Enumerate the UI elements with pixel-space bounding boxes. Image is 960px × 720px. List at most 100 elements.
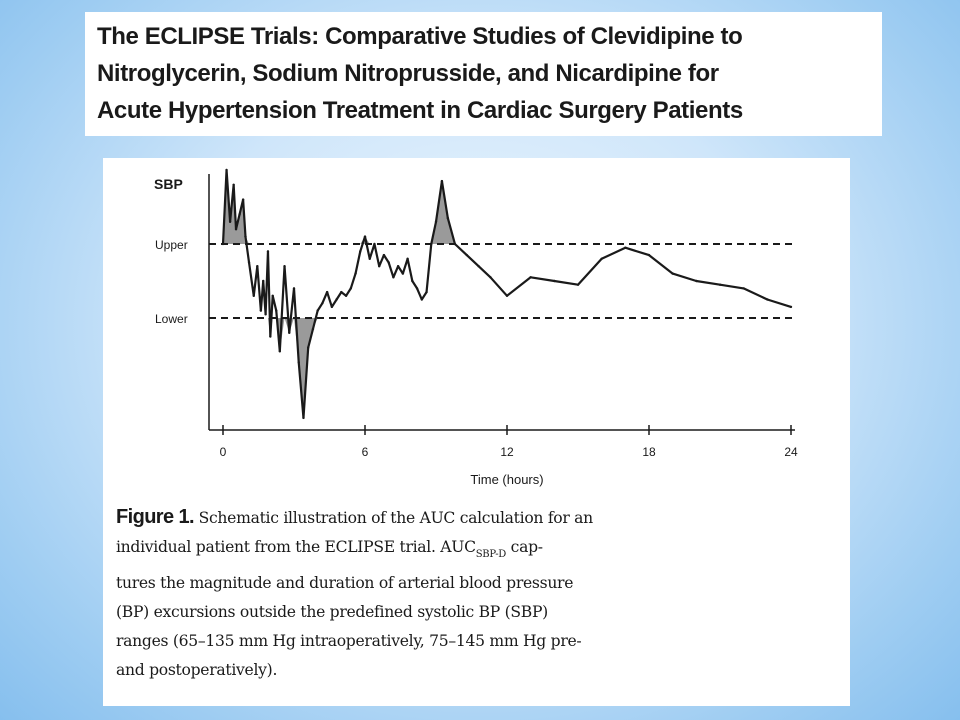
y-axis-label: SBP [154,176,183,192]
sbp-point-68 [742,287,745,290]
caption-line-2-pre: individual patient from the ECLIPSE tria… [116,538,476,556]
sbp-point-64 [647,253,651,257]
sbp-chart: Upper Lower 0 6 12 18 24 SBP Time (hours) [154,168,798,487]
sbp-point-37 [368,257,371,260]
sbp-point-46 [411,279,414,283]
sbp-point-27 [321,302,324,305]
sbp-point-55 [465,253,468,257]
sbp-point-33 [349,287,352,290]
slide-title-line-2: Nitroglycerin, Sodium Nitroprusside, and… [97,60,719,87]
sbp-point-56 [477,265,480,268]
slide-title-box: The ECLIPSE Trials: Comparative Studies … [85,12,882,136]
sbp-point-21 [292,287,296,290]
upper-threshold-label: Upper [155,238,188,252]
x-tick-label-18: 18 [642,445,656,459]
sbp-point-63 [624,246,627,249]
sbp-point-69 [766,298,769,301]
sbp-point-5 [238,213,241,216]
sbp-point-12 [262,279,265,283]
sbp-point-52 [440,179,444,183]
sbp-point-49 [425,290,428,294]
x-axis-label: Time (hours) [470,472,543,487]
sbp-point-20 [288,331,291,334]
sbp-point-29 [330,305,334,309]
sbp-point-23 [302,416,305,420]
sbp-point-53 [446,216,450,220]
sbp-point-2 [228,220,232,223]
sbp-point-60 [553,279,556,283]
sbp-point-62 [600,257,603,260]
sbp-point-43 [396,265,400,268]
sbp-point-25 [311,327,315,331]
sbp-point-58 [505,294,509,297]
figure-label: Figure 1. [116,506,195,528]
sbp-series-line [221,168,792,419]
sbp-point-66 [695,279,698,283]
lower-excursion-area [223,318,791,418]
sbp-point-22 [297,361,300,364]
sbp-point-35 [359,250,362,253]
sbp-point-38 [373,242,376,246]
x-tick-label-0: 0 [220,445,227,459]
caption-line-3: tures the magnitude and duration of arte… [116,574,574,592]
x-tick-label-6: 6 [362,445,369,459]
sbp-point-39 [378,265,381,268]
sbp-point-30 [335,298,338,301]
sbp-point-0 [221,242,225,246]
sbp-point-28 [325,290,329,294]
sbp-point-36 [363,235,367,238]
slide-title-line-3: Acute Hypertension Treatment in Cardiac … [97,97,743,124]
caption-line-2-post: cap- [506,538,543,556]
sbp-point-18 [278,350,281,353]
sbp-point-26 [316,309,319,312]
sbp-point-67 [718,283,722,286]
sbp-point-4 [234,228,238,231]
caption-subscript: SBP-D [475,549,507,560]
caption-line-4: (BP) excursions outside the predefined s… [116,603,548,621]
sbp-point-61 [576,283,580,286]
sbp-point-10 [256,265,259,268]
sbp-point-31 [340,290,343,294]
sbp-point-17 [275,309,278,312]
slide-title-line-1: The ECLIPSE Trials: Comparative Studies … [97,23,743,50]
sbp-point-57 [489,276,492,279]
sbp-point-47 [415,287,419,290]
sbp-point-54 [453,242,457,246]
sbp-point-7 [244,235,247,238]
sbp-point-24 [307,346,310,349]
upper-excursion-area [223,170,791,244]
sbp-point-13 [264,313,267,316]
sbp-point-65 [671,272,674,275]
figure-caption: Figure 1. Schematic illustration of the … [116,503,838,685]
sbp-point-34 [354,272,357,275]
x-tick-label-12: 12 [500,445,514,459]
caption-line-1: Figure 1. Schematic illustration of the … [116,503,838,533]
sbp-point-3 [232,183,235,186]
x-tick-label-24: 24 [784,445,798,459]
figure-panel: Upper Lower 0 6 12 18 24 SBP Time (hours) Figure… [103,158,850,706]
sbp-point-48 [420,298,423,301]
sbp-point-15 [269,335,272,338]
caption-line-5: ranges (65–135 mm Hg intraoperatively, 7… [116,632,582,650]
sbp-point-45 [406,257,409,260]
sbp-point-50 [430,242,433,246]
sbp-point-19 [283,265,286,268]
sbp-point-8 [247,261,251,264]
sbp-point-9 [252,294,255,297]
sbp-point-6 [241,198,245,201]
sbp-point-70 [789,305,793,309]
caption-line-1-text: Schematic illustration of the AUC calcul… [193,509,594,527]
caption-line-2: individual patient from the ECLIPSE tria… [116,533,838,569]
sbp-point-42 [392,276,395,279]
sbp-point-59 [529,276,532,279]
sbp-point-32 [344,294,348,297]
sbp-point-51 [434,220,438,223]
lower-threshold-label: Lower [155,312,188,326]
sbp-point-11 [259,309,263,312]
sbp-point-16 [271,294,274,297]
sbp-point-40 [382,253,386,257]
sbp-point-41 [387,261,390,264]
sbp-point-1 [225,168,228,172]
sbp-point-14 [266,250,270,253]
caption-line-6: and postoperatively). [116,661,278,679]
